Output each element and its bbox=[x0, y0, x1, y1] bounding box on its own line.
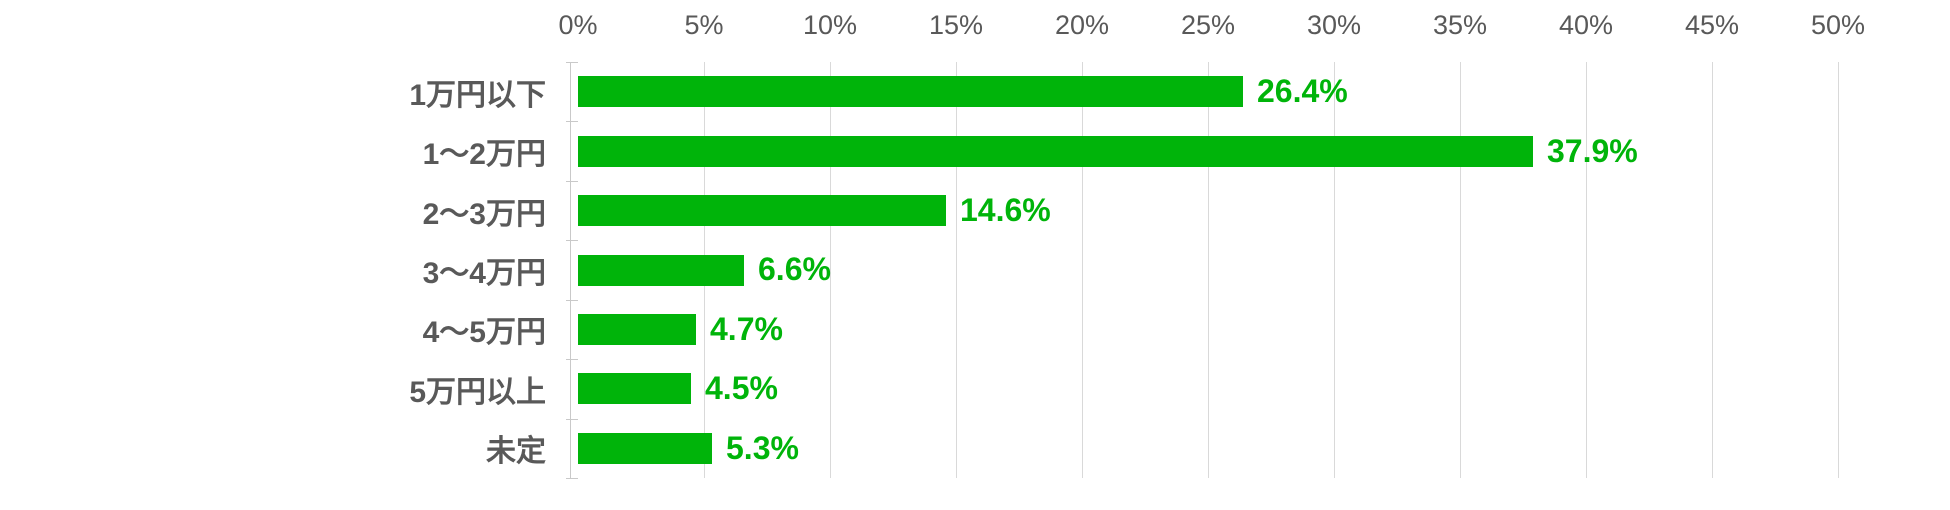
bar bbox=[578, 254, 744, 286]
x-axis-tick-label: 40% bbox=[1558, 10, 1614, 40]
x-axis-tick-label: 10% bbox=[802, 10, 858, 40]
x-axis-tick-label: 25% bbox=[1180, 10, 1236, 40]
y-axis-line bbox=[570, 62, 571, 478]
x-axis-tick-label: 50% bbox=[1810, 10, 1866, 40]
category-label: 5万円以上 bbox=[409, 375, 546, 409]
y-axis-tick bbox=[566, 478, 578, 479]
bar bbox=[578, 313, 696, 345]
category-label: 3〜4万円 bbox=[422, 256, 546, 290]
bar bbox=[578, 373, 691, 405]
y-axis-tick bbox=[566, 181, 578, 182]
value-label: 37.9% bbox=[1547, 132, 1638, 169]
x-axis-tick-label: 30% bbox=[1306, 10, 1362, 40]
value-label: 26.4% bbox=[1257, 73, 1348, 110]
bar bbox=[578, 76, 1243, 108]
gridline bbox=[1712, 62, 1713, 478]
value-label: 4.7% bbox=[710, 310, 783, 347]
gridline bbox=[1838, 62, 1839, 478]
value-label: 5.3% bbox=[726, 429, 799, 466]
x-axis-tick-label: 0% bbox=[558, 10, 598, 40]
y-axis-tick bbox=[566, 300, 578, 301]
bar bbox=[578, 432, 712, 464]
y-axis-tick bbox=[566, 359, 578, 360]
y-axis-tick bbox=[566, 62, 578, 63]
gridline bbox=[830, 62, 831, 478]
category-label: 1万円以下 bbox=[409, 78, 546, 112]
gridline bbox=[1208, 62, 1209, 478]
gridline bbox=[1460, 62, 1461, 478]
x-axis-tick-label: 20% bbox=[1054, 10, 1110, 40]
gridline bbox=[1586, 62, 1587, 478]
y-axis-tick bbox=[566, 240, 578, 241]
x-axis-tick-label: 45% bbox=[1684, 10, 1740, 40]
category-label: 1〜2万円 bbox=[422, 138, 546, 172]
gridline bbox=[1082, 62, 1083, 478]
gridline bbox=[1334, 62, 1335, 478]
category-label: 4〜5万円 bbox=[422, 316, 546, 350]
gridline bbox=[956, 62, 957, 478]
value-label: 6.6% bbox=[758, 251, 831, 288]
category-label: 未定 bbox=[486, 435, 546, 469]
bar bbox=[578, 195, 946, 227]
bar bbox=[578, 135, 1533, 167]
value-label: 14.6% bbox=[960, 192, 1051, 229]
y-axis-tick bbox=[566, 419, 578, 420]
x-axis-tick-label: 5% bbox=[684, 10, 724, 40]
value-label: 4.5% bbox=[705, 370, 778, 407]
y-axis-tick bbox=[566, 121, 578, 122]
x-axis-tick-label: 15% bbox=[928, 10, 984, 40]
category-label: 2〜3万円 bbox=[422, 197, 546, 231]
x-axis-tick-label: 35% bbox=[1432, 10, 1488, 40]
